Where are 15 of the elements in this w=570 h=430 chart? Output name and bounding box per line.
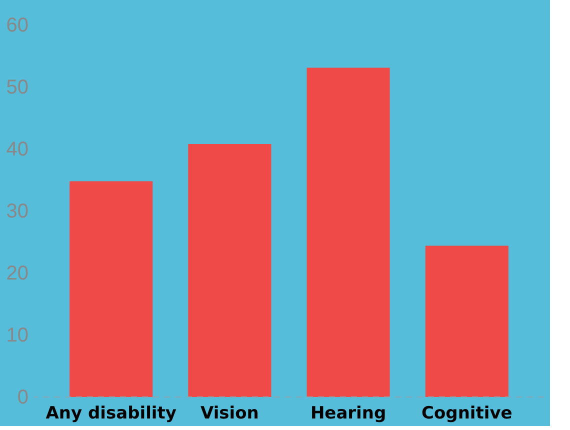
y-tick-label: 30 bbox=[6, 200, 28, 222]
x-tick-label: Hearing bbox=[310, 404, 386, 424]
y-tick-label: 10 bbox=[6, 324, 28, 346]
x-tick-label: Cognitive bbox=[421, 404, 512, 424]
y-tick-label: 0 bbox=[17, 386, 28, 408]
x-tick-label: Vision bbox=[200, 404, 259, 424]
x-tick-label: Any disability bbox=[46, 404, 176, 424]
y-tick-label: 20 bbox=[6, 262, 28, 284]
bar bbox=[425, 246, 508, 397]
y-tick-label: 50 bbox=[6, 76, 28, 98]
y-tick-label: 40 bbox=[6, 138, 28, 160]
y-tick-label: 60 bbox=[6, 14, 28, 36]
bar bbox=[188, 144, 272, 397]
bar bbox=[306, 68, 390, 397]
bar bbox=[70, 181, 153, 397]
